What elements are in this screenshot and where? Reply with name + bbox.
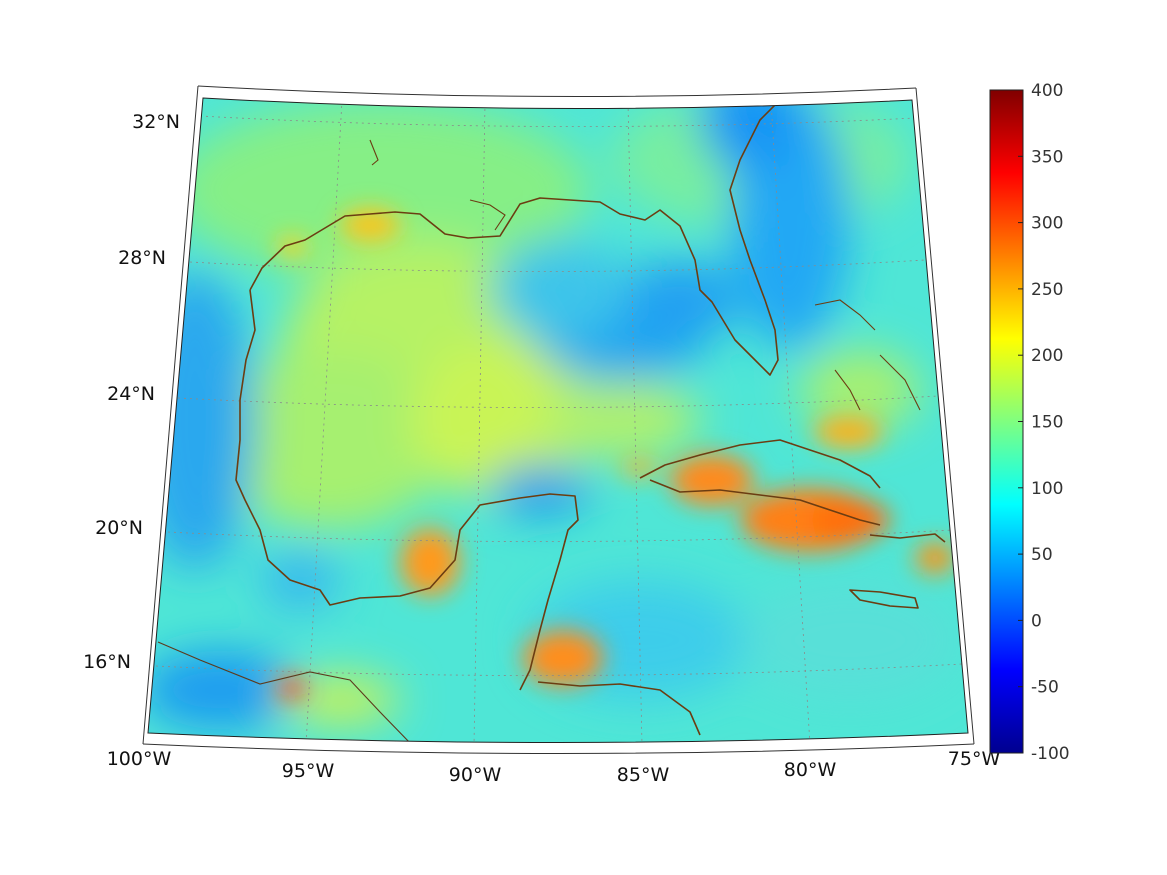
- colorbar-tick-label: 200: [1031, 346, 1063, 366]
- lat-label: 28°N: [118, 247, 166, 269]
- colorbar-tick-label: -100: [1031, 744, 1070, 764]
- colorbar-tick-label: 100: [1031, 479, 1063, 499]
- longitude-labels: 100°W 95°W 90°W 85°W 80°W 75°W: [107, 748, 1001, 786]
- lon-label: 85°W: [617, 764, 670, 786]
- coastlines: [157, 99, 946, 743]
- lon-label: 90°W: [449, 764, 502, 786]
- colorbar-tick-label: -50: [1031, 678, 1059, 698]
- colorbar-tick-label: 350: [1031, 147, 1063, 167]
- colorbar-tick-label: 150: [1031, 413, 1063, 433]
- colorbar-tick-label: 50: [1031, 545, 1053, 565]
- lat-label: 20°N: [95, 517, 143, 539]
- colorbar-tick-label: 250: [1031, 280, 1063, 300]
- latitude-labels: 32°N 28°N 24°N 20°N 16°N: [83, 111, 180, 673]
- map-data-field: [148, 98, 968, 743]
- lat-label: 32°N: [132, 111, 180, 133]
- colorbar: 400 350 300 250 200 150 100 50 0 -50 -100: [989, 81, 1070, 764]
- lon-label: 80°W: [784, 759, 837, 781]
- lon-label: 95°W: [282, 760, 335, 782]
- colorbar-ticks: 400 350 300 250 200 150 100 50 0 -50 -100: [1018, 81, 1070, 764]
- colorbar-gradient: [989, 89, 1024, 754]
- colorbar-tick-label: 300: [1031, 214, 1063, 234]
- lon-label: 75°W: [948, 748, 1001, 770]
- map-frame: [142, 85, 975, 754]
- colorbar-tick-label: 0: [1031, 611, 1042, 631]
- lat-label: 24°N: [107, 383, 155, 405]
- lon-label: 100°W: [107, 748, 172, 770]
- lat-label: 16°N: [83, 651, 131, 673]
- colorbar-tick-label: 400: [1031, 81, 1063, 101]
- graticule: [155, 99, 963, 743]
